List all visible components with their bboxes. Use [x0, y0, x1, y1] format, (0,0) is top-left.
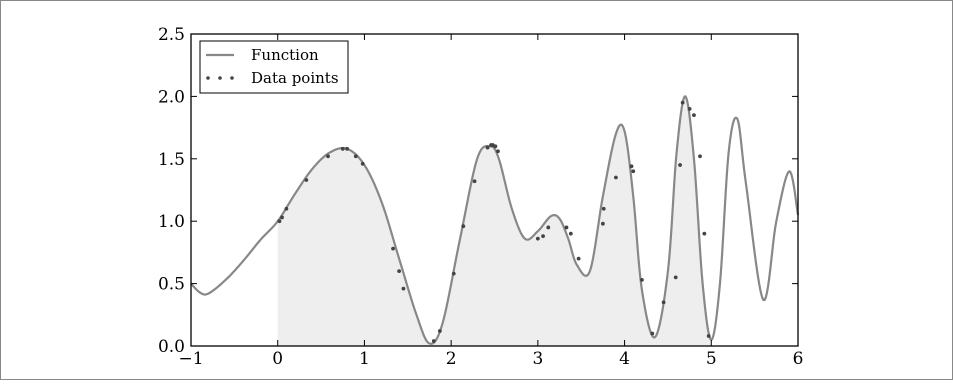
data-point — [568, 231, 573, 236]
legend-box — [199, 40, 349, 94]
legend-data-points-swatch — [206, 76, 234, 80]
data-point — [340, 146, 345, 151]
x-tick-label: 0 — [272, 349, 283, 369]
legend: Function Data points — [199, 40, 349, 94]
x-tick-label: 1 — [359, 349, 370, 369]
data-point — [391, 246, 395, 251]
data-point — [680, 100, 685, 105]
legend-data-points-label: Data points — [251, 69, 339, 87]
data-point — [631, 169, 636, 174]
data-point — [601, 206, 606, 211]
data-point — [451, 271, 456, 276]
x-tick-label: −1 — [178, 349, 203, 369]
data-point — [401, 286, 406, 291]
x-tick-label: 6 — [793, 349, 804, 369]
data-point — [496, 149, 500, 154]
ticks-layer: −1 0 1 2 3 4 5 6 0.0 0.5 1.0 1.5 2.0 2.5 — [158, 25, 803, 369]
y-tick-label: 0.5 — [158, 275, 185, 295]
data-point — [431, 339, 436, 343]
data-point — [485, 145, 490, 150]
data-point — [564, 225, 569, 230]
data-point — [360, 161, 365, 166]
data-point — [472, 179, 477, 184]
legend-function-label: Function — [251, 46, 319, 64]
data-point — [280, 215, 284, 220]
data-point — [437, 329, 442, 333]
y-tick-label: 2.0 — [158, 87, 185, 107]
data-point — [326, 154, 330, 159]
x-tick-label: 5 — [706, 349, 717, 369]
legend-dot — [206, 76, 210, 80]
data-point — [461, 224, 466, 229]
data-point — [687, 106, 692, 111]
function-line — [190, 95, 800, 345]
data-point — [692, 113, 696, 118]
y-tick-label: 1.5 — [158, 150, 185, 170]
y-tick-label: 0.0 — [158, 337, 185, 357]
data-point — [706, 334, 711, 338]
fill-area-layer — [277, 96, 712, 347]
shaded-area — [277, 96, 712, 347]
y-tick-label: 1.0 — [158, 212, 185, 232]
data-point — [650, 331, 655, 336]
data-points-layer — [277, 100, 711, 343]
data-point — [698, 154, 702, 159]
data-point — [546, 225, 551, 230]
data-point — [661, 300, 666, 305]
data-point — [541, 234, 545, 239]
x-tick-label: 4 — [619, 349, 630, 369]
legend-dot — [230, 76, 234, 80]
data-point — [345, 146, 349, 151]
data-point — [277, 219, 282, 224]
data-point — [397, 269, 402, 274]
data-point — [353, 154, 358, 159]
data-point — [576, 256, 581, 261]
data-point — [304, 178, 309, 182]
x-tick-label: 3 — [532, 349, 543, 369]
function-line-layer — [190, 95, 800, 345]
data-point — [284, 206, 289, 211]
data-point — [640, 277, 644, 282]
y-tick-label: 2.5 — [158, 25, 185, 45]
data-point — [673, 275, 678, 280]
x-tick-label: 2 — [446, 349, 457, 369]
data-point — [678, 163, 682, 167]
data-point — [535, 236, 540, 241]
legend-dot — [218, 76, 222, 80]
data-point — [600, 221, 605, 226]
data-point — [629, 164, 634, 169]
axes-box — [190, 33, 799, 347]
data-point — [493, 144, 498, 149]
data-point — [702, 231, 707, 236]
data-point — [614, 175, 618, 180]
